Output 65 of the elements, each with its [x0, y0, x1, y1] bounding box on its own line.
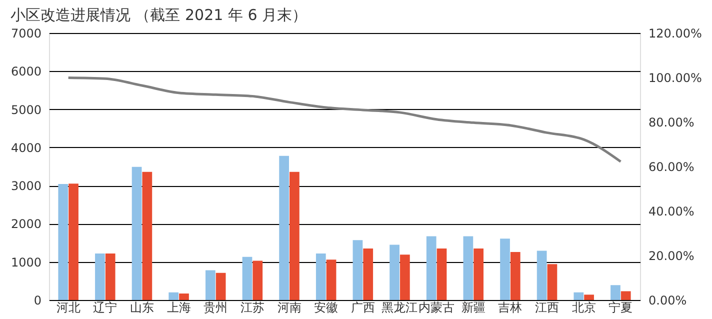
bar: [352, 240, 363, 300]
bar: [132, 166, 142, 300]
x-tick-label: 北京: [572, 300, 596, 314]
y-tick-label: 1000: [10, 255, 42, 270]
bar: [279, 156, 290, 300]
bar: [584, 294, 594, 300]
bar: [252, 260, 263, 300]
x-tick-label: 山东: [130, 300, 154, 314]
bar: [168, 292, 179, 300]
y2-tick-label: 120.00%: [648, 26, 702, 40]
y-tick-label: 3000: [10, 179, 42, 194]
bar: [95, 253, 105, 300]
bar: [620, 291, 631, 300]
bar: [390, 244, 400, 300]
bar: [179, 294, 189, 300]
bar: [400, 254, 410, 300]
y2-tick-label: 0.00%: [648, 294, 687, 308]
x-tick-label: 黑龙江: [382, 300, 418, 314]
y-tick-label: 6000: [10, 64, 42, 79]
chart-title: 小区改造进展情况 （截至 2021 年 6 月末）: [10, 6, 308, 24]
y-tick-label: 0: [34, 294, 42, 308]
y2-tick-label: 80.00%: [648, 116, 694, 130]
x-tick-label: 吉林: [498, 300, 522, 314]
bar: [105, 253, 116, 300]
x-tick-label: 辽宁: [93, 300, 118, 314]
x-tick-label: 江西: [535, 300, 560, 314]
x-tick-label: 河北: [56, 300, 80, 314]
y2-tick-label: 100.00%: [648, 71, 702, 85]
bar: [68, 184, 78, 300]
y-tick-label: 4000: [10, 140, 42, 155]
bar: [474, 248, 484, 300]
x-tick-label: 安徽: [314, 300, 338, 314]
bar: [536, 250, 547, 300]
bar: [363, 248, 374, 300]
x-tick-label: 广西: [350, 300, 375, 314]
bar: [290, 172, 300, 300]
x-tick-label: 宁夏: [608, 300, 633, 314]
y-tick-label: 2000: [10, 217, 42, 232]
bar: [436, 248, 447, 300]
bar: [242, 256, 252, 300]
bar: [610, 285, 620, 300]
x-tick-label: 江苏: [240, 300, 264, 314]
bar: [326, 260, 336, 300]
bar: [142, 172, 152, 300]
x-tick-label: 内蒙古: [418, 300, 455, 314]
bar: [58, 184, 68, 300]
y-tick-label: 5000: [10, 102, 42, 117]
bar: [316, 253, 326, 300]
y-tick-label: 7000: [10, 26, 42, 40]
x-tick-label: 上海: [166, 300, 191, 314]
x-tick-label: 新疆: [461, 300, 486, 314]
bar: [216, 272, 226, 300]
bar: [463, 236, 474, 300]
bar: [205, 270, 216, 300]
bar: [574, 292, 584, 300]
bar: [510, 252, 520, 300]
y2-tick-label: 40.00%: [648, 204, 694, 218]
bar: [426, 236, 436, 300]
x-tick-label: 河南: [277, 300, 302, 314]
x-tick-label: 贵州: [204, 300, 228, 314]
line-series: [67, 76, 622, 163]
y2-tick-label: 60.00%: [648, 160, 694, 174]
bar: [547, 264, 558, 300]
y2-tick-label: 20.00%: [648, 249, 694, 263]
bar: [500, 238, 510, 300]
